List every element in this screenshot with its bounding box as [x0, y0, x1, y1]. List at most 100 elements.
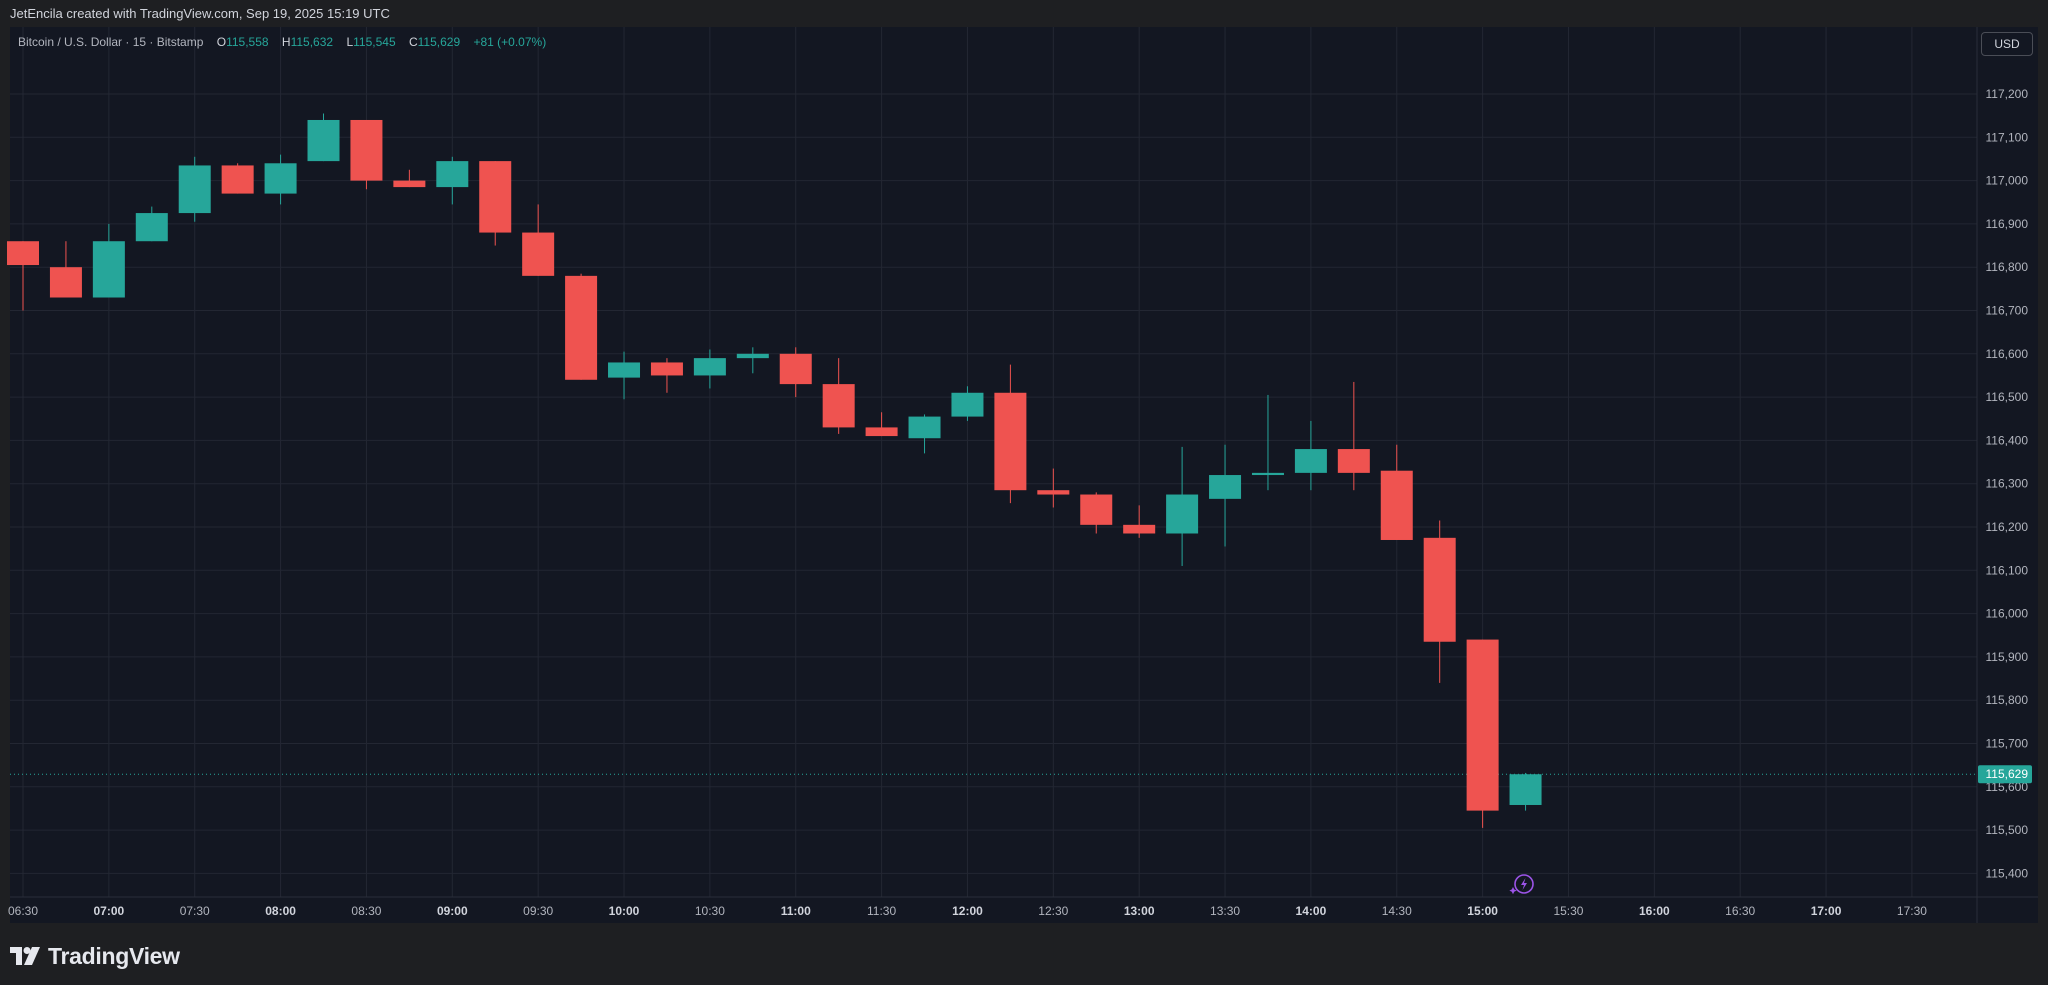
- time-axis[interactable]: 06:30 07:00 07:30 08:00 08:30 09:00 09:30 10:00…: [8, 904, 1927, 918]
- candle-body: [1294, 449, 1327, 473]
- candle-body: [779, 353, 812, 385]
- candle-body: [822, 384, 855, 428]
- candle-body: [479, 161, 512, 233]
- price-tick-label: 116,500: [1986, 390, 2029, 404]
- candle-body: [1466, 639, 1499, 811]
- candle-down: [1337, 381, 1370, 491]
- price-tick-label: 115,700: [1986, 737, 2029, 751]
- candle-down: [393, 169, 426, 188]
- candle-down: [522, 204, 555, 276]
- time-tick-label: 16:30: [1725, 904, 1755, 918]
- candle-up: [1509, 772, 1542, 811]
- candle-up: [693, 349, 726, 389]
- candle-up: [608, 351, 641, 400]
- time-tick-label: 14:30: [1382, 904, 1412, 918]
- time-tick-label: 12:00: [952, 904, 983, 918]
- high-label: H: [281, 35, 291, 49]
- price-tick-label: 116,400: [1986, 433, 2029, 447]
- low-value: 115,545: [353, 35, 396, 49]
- price-tick-label: 115,500: [1986, 823, 2029, 837]
- candle-up: [307, 113, 340, 162]
- candle-body: [92, 241, 125, 298]
- attribution-bar: JetEncila created with TradingView.com, …: [0, 0, 2048, 27]
- last-price-label: 115,629: [1978, 765, 2032, 784]
- time-tick-label: 08:00: [265, 904, 296, 918]
- lightning-icon[interactable]: [1509, 874, 1534, 895]
- close-value: 115,629: [417, 35, 461, 49]
- open-label: O: [216, 35, 227, 49]
- price-tick-label: 116,200: [1986, 520, 2029, 534]
- candle-down: [1423, 520, 1456, 683]
- candle-down: [221, 163, 254, 194]
- tradingview-logo-icon: [10, 947, 40, 965]
- price-tick-label: 116,600: [1986, 347, 2029, 361]
- candle-up: [264, 154, 297, 205]
- candle-body: [951, 392, 984, 417]
- candle-down: [865, 412, 898, 437]
- candle-body: [178, 165, 211, 214]
- price-tick-label: 117,000: [1986, 174, 2029, 188]
- price-tick-label: 116,100: [1986, 563, 2029, 577]
- symbol-title[interactable]: Bitcoin / U.S. Dollar · 15 · Bitstamp: [18, 35, 204, 49]
- candle-up: [1209, 444, 1242, 547]
- time-tick-label: 14:00: [1296, 904, 1327, 918]
- candle-body: [1423, 537, 1456, 642]
- candle-down: [1080, 492, 1113, 534]
- time-tick-label: 17:00: [1811, 904, 1842, 918]
- candle-down: [49, 241, 82, 298]
- candle-body: [221, 165, 254, 194]
- candle-body: [1037, 490, 1070, 495]
- chart-area[interactable]: 115,400 115,500 115,600 115,700 115,800 115,9…: [0, 0, 2048, 940]
- candle-up: [436, 156, 469, 205]
- candle-body: [1209, 475, 1242, 499]
- close-label: C: [408, 35, 418, 49]
- last-price-badge: [1978, 765, 2032, 784]
- symbol-legend: Bitcoin / U.S. Dollar · 15 · Bitstamp O 1…: [18, 33, 546, 51]
- time-tick-label: 15:30: [1553, 904, 1583, 918]
- candle-body: [264, 163, 297, 194]
- candle-body: [650, 362, 683, 376]
- candle-up: [1251, 394, 1284, 491]
- time-tick-label: 10:30: [695, 904, 725, 918]
- price-tick-label: 116,300: [1986, 477, 2029, 491]
- tradingview-logo[interactable]: TradingView: [10, 942, 180, 970]
- candle-body: [1251, 472, 1284, 476]
- time-tick-label: 07:30: [180, 904, 210, 918]
- candle-body: [1509, 774, 1542, 805]
- price-tick-label: 117,200: [1986, 87, 2029, 101]
- currency-button[interactable]: USD: [1981, 32, 2033, 56]
- candle-up: [92, 223, 125, 298]
- candle-down: [350, 119, 383, 190]
- price-tick-label: 115,600: [1986, 780, 2029, 794]
- low-label: L: [346, 35, 354, 49]
- time-tick-label: 16:00: [1639, 904, 1670, 918]
- time-tick-label: 17:30: [1897, 904, 1927, 918]
- candle-up: [1166, 446, 1199, 566]
- time-tick-label: 09:30: [523, 904, 553, 918]
- time-tick-label: 07:00: [94, 904, 125, 918]
- time-tick-label: 10:00: [609, 904, 640, 918]
- candle-up: [135, 206, 168, 242]
- candle-down: [822, 358, 855, 434]
- candle-body: [693, 358, 726, 376]
- time-tick-label: 15:00: [1467, 904, 1498, 918]
- time-tick-label: 13:30: [1210, 904, 1240, 918]
- price-tick-label: 117,100: [1986, 130, 2029, 144]
- candle-body: [1123, 524, 1156, 534]
- candle-body: [1337, 449, 1370, 473]
- high-value: 115,632: [290, 35, 334, 49]
- candle-down: [1466, 639, 1499, 828]
- candle-body: [608, 362, 641, 378]
- candle-body: [307, 119, 340, 162]
- candle-body: [736, 353, 769, 359]
- price-axis[interactable]: 115,400 115,500 115,600 115,700 115,800 115,9…: [1986, 87, 2029, 880]
- price-tick-label: 116,900: [1986, 217, 2029, 231]
- price-tick-label: 115,800: [1986, 693, 2029, 707]
- candle-body: [1080, 494, 1113, 525]
- candle-down: [1037, 468, 1070, 508]
- change-value: +81 (+0.07%): [473, 35, 547, 49]
- last-price-value: 115,629: [1986, 767, 2029, 781]
- candle-body: [350, 119, 383, 181]
- candle-body: [994, 392, 1027, 491]
- grid-lines: [10, 27, 1977, 897]
